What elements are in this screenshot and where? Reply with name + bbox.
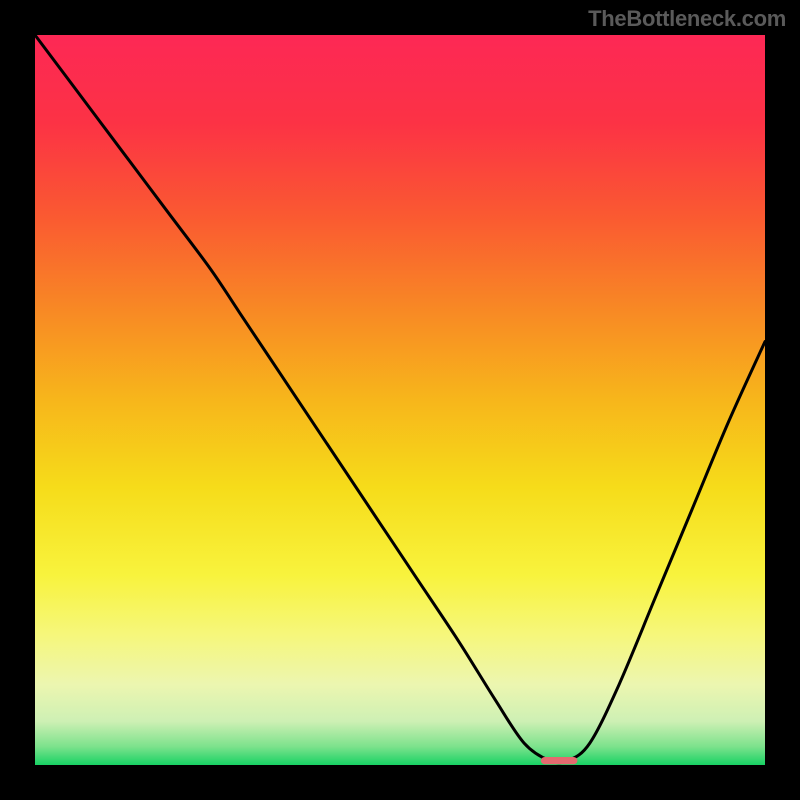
watermark-text: TheBottleneck.com (588, 6, 786, 32)
chart-stage: TheBottleneck.com (0, 0, 800, 800)
bottleneck-chart (0, 0, 800, 800)
plot-background (35, 35, 765, 765)
optimal-range-marker (541, 757, 578, 764)
